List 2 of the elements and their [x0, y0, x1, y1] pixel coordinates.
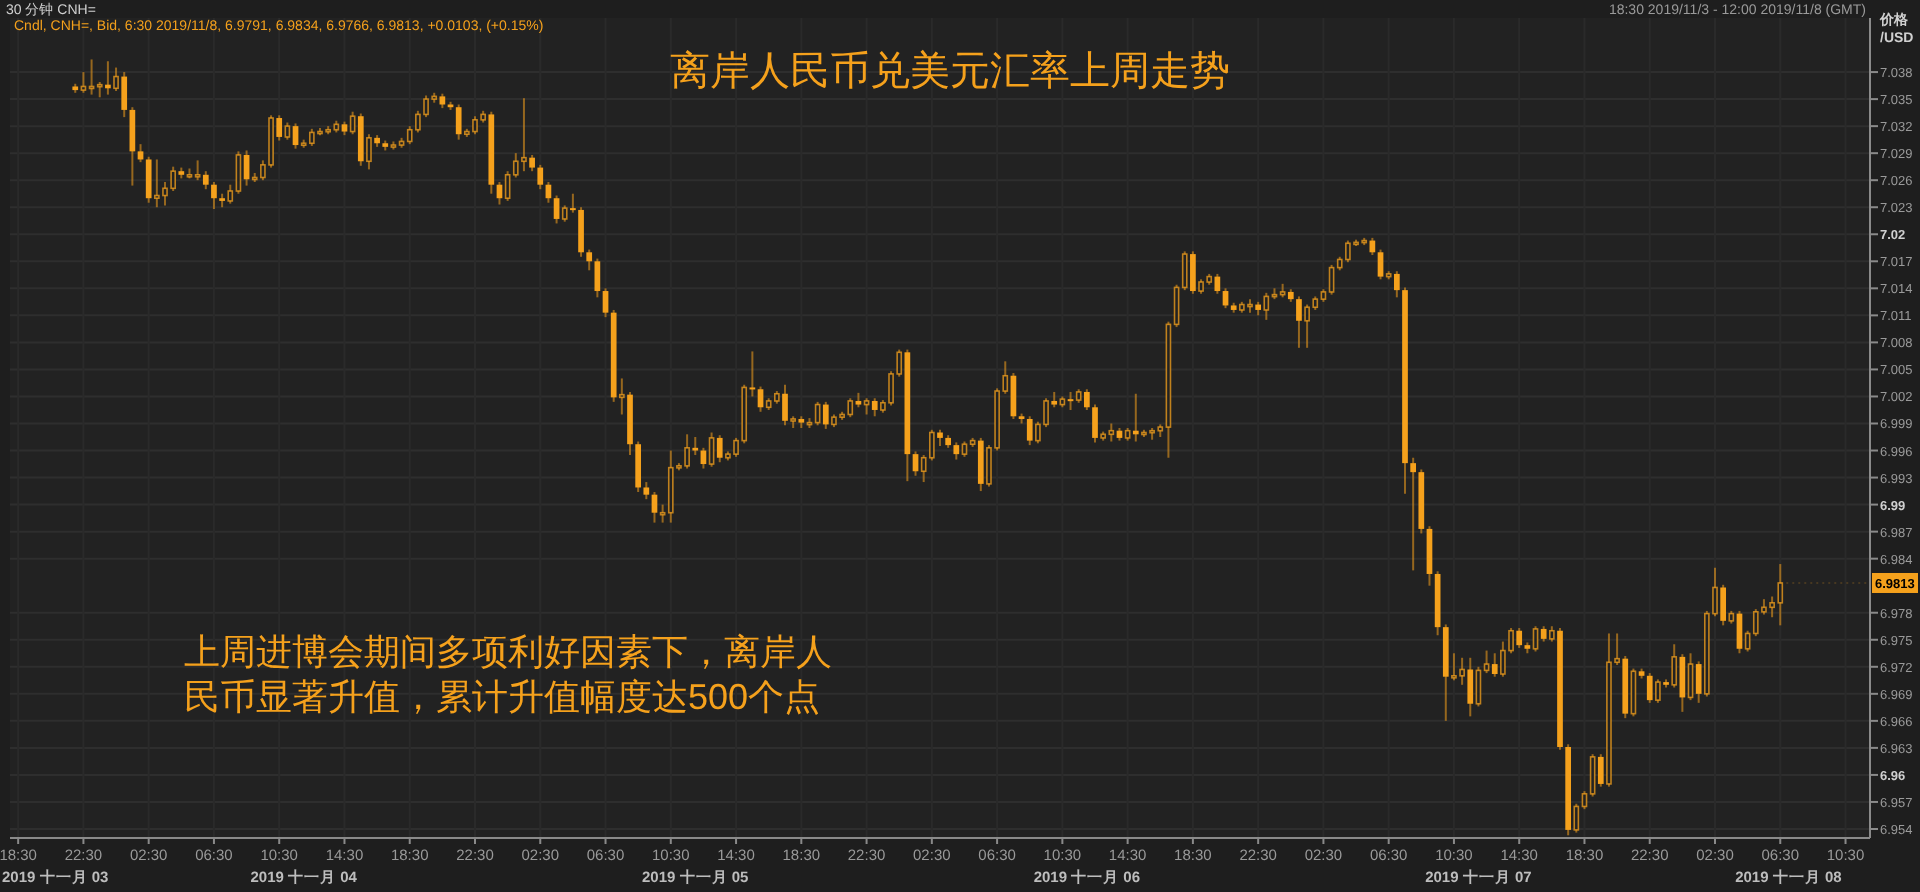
annotation: 上周进博会期间多项利好因素下，离岸人民币显著升值，累计升值幅度达500个点: [184, 632, 832, 717]
text: 离岸人民币兑美元汇率上周走势: [670, 48, 1230, 94]
